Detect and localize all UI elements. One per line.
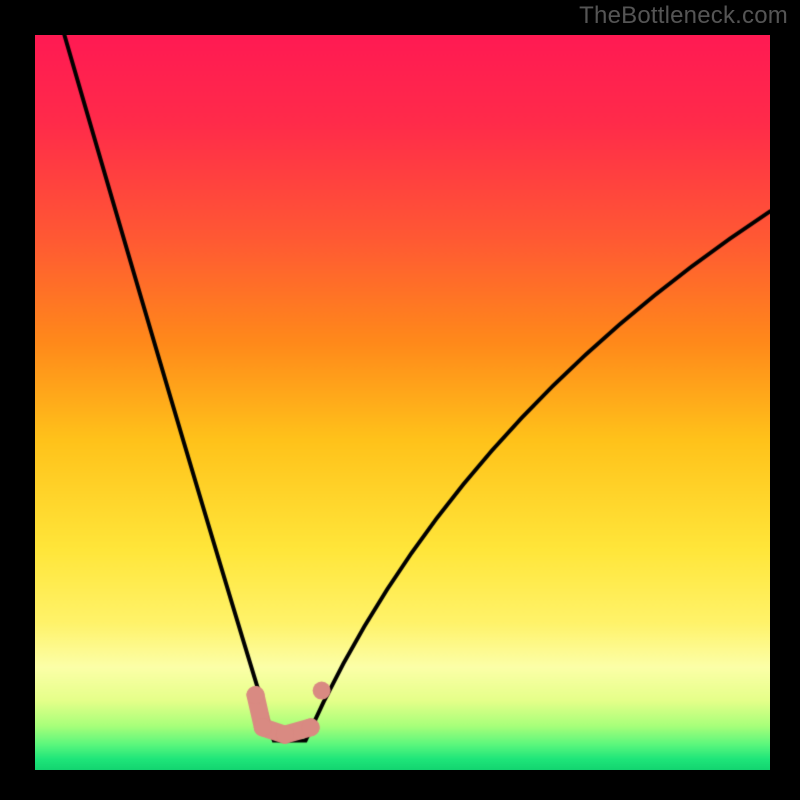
plot-area [35,35,770,770]
highlight-landmarks [35,35,770,770]
watermark-text: TheBottleneck.com [579,2,788,30]
